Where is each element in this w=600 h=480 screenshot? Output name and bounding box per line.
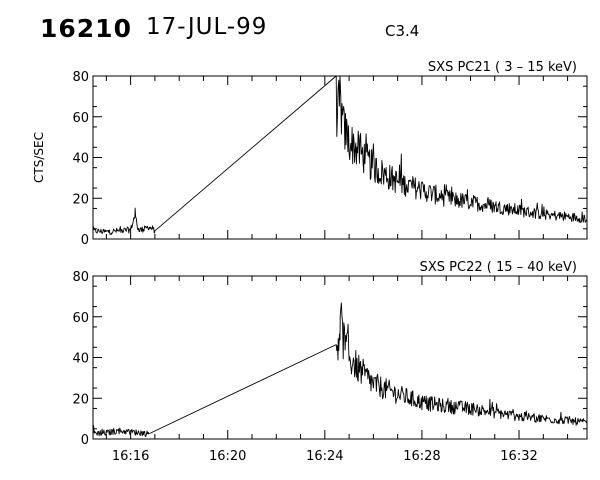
y-tick-label: 60 bbox=[72, 311, 89, 326]
y-tick-label: 0 bbox=[81, 433, 89, 448]
x-tick-label: 16:32 bbox=[500, 449, 537, 464]
y-tick-label: 40 bbox=[72, 152, 89, 167]
panel-bottom: 0 20 40 60 80 16:16 16:20 16:24 16:28 16:32 SXS PC… bbox=[72, 260, 588, 464]
panel-title: SXS PC22 ( 15 – 40 keV) bbox=[420, 260, 577, 275]
panel-top: 0 20 40 60 80 SXS PC21 ( 3 – 15 keV) CTS/SEC bbox=[32, 60, 588, 248]
plot-frame bbox=[92, 275, 588, 440]
event-date: 17-JUL-99 bbox=[146, 14, 268, 40]
series-line bbox=[92, 75, 588, 235]
event-id: 16210 bbox=[40, 14, 132, 43]
flare-class: C3.4 bbox=[385, 22, 420, 40]
y-tick-label: 80 bbox=[72, 270, 89, 285]
x-tick-label: 16:24 bbox=[306, 449, 343, 464]
y-tick-label: 80 bbox=[72, 70, 89, 85]
y-tick-label: 20 bbox=[72, 392, 89, 407]
y-tick-label: 20 bbox=[72, 192, 89, 207]
plot-frame bbox=[92, 75, 588, 240]
y-tick-label: 60 bbox=[72, 111, 89, 126]
y-tick-label: 40 bbox=[72, 352, 89, 367]
y-tick-label: 0 bbox=[81, 233, 89, 248]
x-tick-label: 16:16 bbox=[112, 449, 149, 464]
x-tick-label: 16:20 bbox=[209, 449, 246, 464]
panel-title: SXS PC21 ( 3 – 15 keV) bbox=[428, 60, 577, 75]
x-tick-label: 16:28 bbox=[403, 449, 440, 464]
series-line bbox=[92, 302, 587, 437]
y-axis-label: CTS/SEC bbox=[32, 132, 46, 183]
